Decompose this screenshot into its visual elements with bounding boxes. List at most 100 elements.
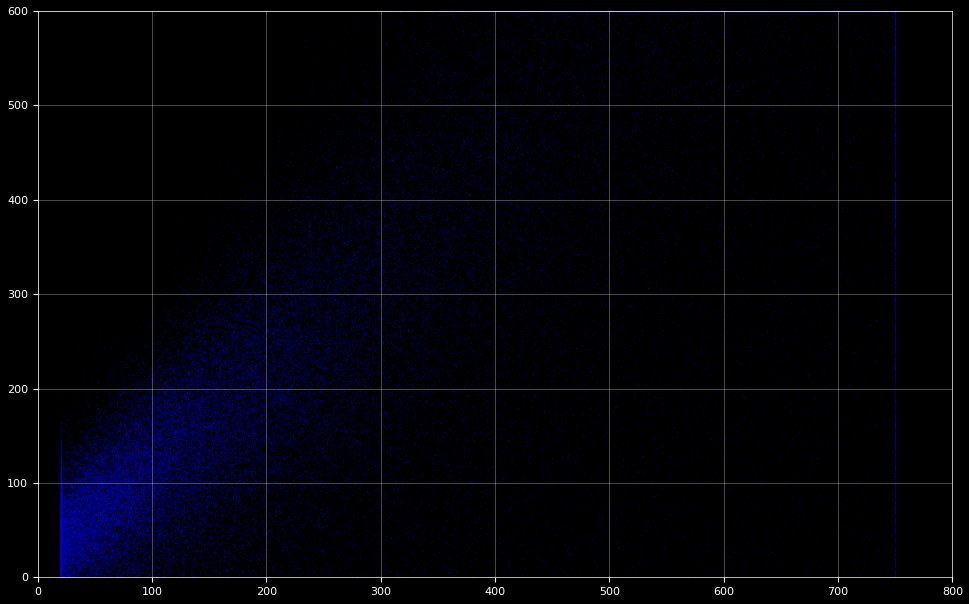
Point [166,431,181,441]
Point [198,493,213,503]
Point [436,42,452,52]
Point [141,472,156,482]
Point [158,416,173,425]
Point [53,575,69,585]
Point [297,378,312,387]
Point [234,345,249,355]
Point [302,249,318,259]
Point [183,379,199,389]
Point [811,181,827,190]
Point [311,390,327,399]
Point [580,173,596,183]
Point [53,544,69,554]
Point [305,358,321,368]
Point [172,403,188,413]
Point [97,442,112,451]
Point [314,454,329,463]
Point [166,468,181,478]
Point [629,103,644,113]
Point [73,562,88,571]
Point [194,392,209,402]
Point [82,510,98,520]
Point [98,413,113,423]
Point [53,492,69,502]
Point [566,6,581,16]
Point [366,400,382,410]
Point [120,481,136,490]
Point [149,477,165,487]
Point [887,72,902,82]
Point [87,518,103,527]
Point [307,547,323,556]
Point [120,470,136,480]
Point [255,289,270,299]
Point [720,162,735,172]
Point [130,434,145,444]
Point [86,509,102,519]
Point [79,591,95,601]
Point [275,491,291,501]
Point [545,19,560,28]
Point [887,6,902,16]
Point [143,556,159,566]
Point [199,352,214,362]
Point [261,436,276,446]
Point [203,371,219,381]
Point [203,448,219,457]
Point [697,102,712,112]
Point [192,553,207,562]
Point [397,561,413,571]
Point [145,428,161,438]
Point [397,374,413,384]
Point [53,494,69,504]
Point [157,434,172,444]
Point [481,156,496,166]
Point [139,572,154,582]
Point [153,455,169,464]
Point [112,430,128,440]
Point [366,458,382,467]
Point [482,219,497,228]
Point [887,358,902,367]
Point [156,432,172,442]
Point [238,406,254,416]
Point [484,74,499,84]
Point [174,363,190,373]
Point [65,554,80,564]
Point [79,575,95,585]
Point [202,396,217,405]
Point [703,6,719,16]
Point [185,361,201,370]
Point [887,6,902,16]
Point [137,441,152,451]
Point [68,501,83,511]
Point [116,559,132,568]
Point [335,157,351,167]
Point [510,143,525,152]
Point [354,220,369,230]
Point [53,558,69,568]
Point [402,45,418,55]
Point [313,272,328,281]
Point [265,389,280,399]
Point [542,316,557,326]
Point [303,149,319,158]
Point [392,149,408,158]
Point [189,452,204,461]
Point [167,512,182,521]
Point [175,356,191,365]
Point [81,518,97,528]
Point [558,108,574,118]
Point [133,544,148,553]
Point [61,521,77,530]
Point [65,579,80,588]
Point [688,6,703,16]
Point [97,588,112,597]
Point [81,537,97,547]
Point [525,434,541,444]
Point [152,517,168,527]
Point [53,501,69,510]
Point [53,569,69,579]
Point [218,345,234,355]
Point [171,376,186,386]
